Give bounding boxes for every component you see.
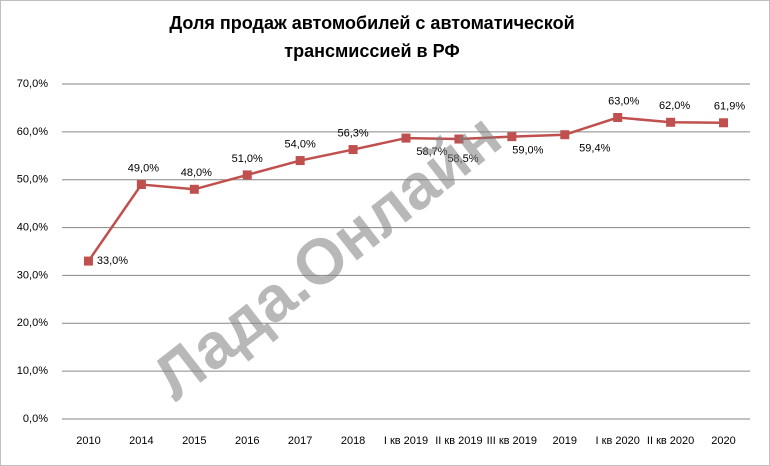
data-label: 59,0%: [512, 145, 543, 157]
chart-title: Доля продаж автомобилей с автоматической: [169, 13, 574, 33]
data-label: 51,0%: [232, 153, 263, 165]
y-tick-label: 10,0%: [17, 365, 48, 377]
marker: [560, 130, 570, 140]
x-tick-label: 2016: [235, 435, 259, 447]
x-tick-label: 2014: [129, 435, 153, 447]
data-label: 62,0%: [659, 100, 690, 112]
data-label: 58,5%: [447, 153, 478, 165]
y-tick-label: 40,0%: [17, 221, 48, 233]
marker: [83, 256, 93, 266]
marker: [719, 118, 729, 128]
marker: [242, 170, 252, 180]
x-tick-label: 2017: [288, 435, 312, 447]
data-label: 63,0%: [608, 95, 639, 107]
x-tick-label: I кв 2020: [596, 435, 640, 447]
y-tick-label: 70,0%: [17, 78, 48, 90]
x-tick-label: 2018: [341, 435, 365, 447]
x-tick-label: II кв 2020: [647, 435, 694, 447]
data-label: 61,9%: [714, 101, 745, 113]
data-label: 33,0%: [97, 255, 128, 267]
y-tick-label: 30,0%: [17, 269, 48, 281]
x-tick-label: 2019: [553, 435, 577, 447]
data-label: 48,0%: [181, 167, 212, 179]
x-tick-label: III кв 2019: [487, 435, 537, 447]
marker: [401, 133, 411, 143]
data-label: 54,0%: [285, 138, 316, 150]
marker: [295, 156, 305, 166]
y-tick-label: 20,0%: [17, 317, 48, 329]
marker: [454, 134, 464, 144]
x-tick-label: 2015: [182, 435, 206, 447]
x-tick-label: 2010: [76, 435, 100, 447]
data-label: 58,7%: [416, 146, 447, 158]
y-tick-label: 60,0%: [17, 126, 48, 138]
marker: [348, 145, 358, 155]
x-tick-label: 2020: [711, 435, 735, 447]
marker: [136, 180, 146, 189]
marker: [507, 132, 517, 142]
x-tick-label: I кв 2019: [384, 435, 428, 447]
marker: [666, 117, 676, 127]
data-label: 56,3%: [337, 127, 368, 139]
data-label: 49,0%: [128, 162, 159, 174]
y-tick-label: 50,0%: [17, 174, 48, 186]
x-tick-label: II кв 2019: [435, 435, 482, 447]
marker: [613, 113, 623, 122]
y-tick-label: 0,0%: [23, 413, 48, 425]
data-label: 59,4%: [579, 143, 610, 155]
marker: [189, 184, 199, 194]
chart-title: трансмиссией в РФ: [284, 41, 459, 61]
